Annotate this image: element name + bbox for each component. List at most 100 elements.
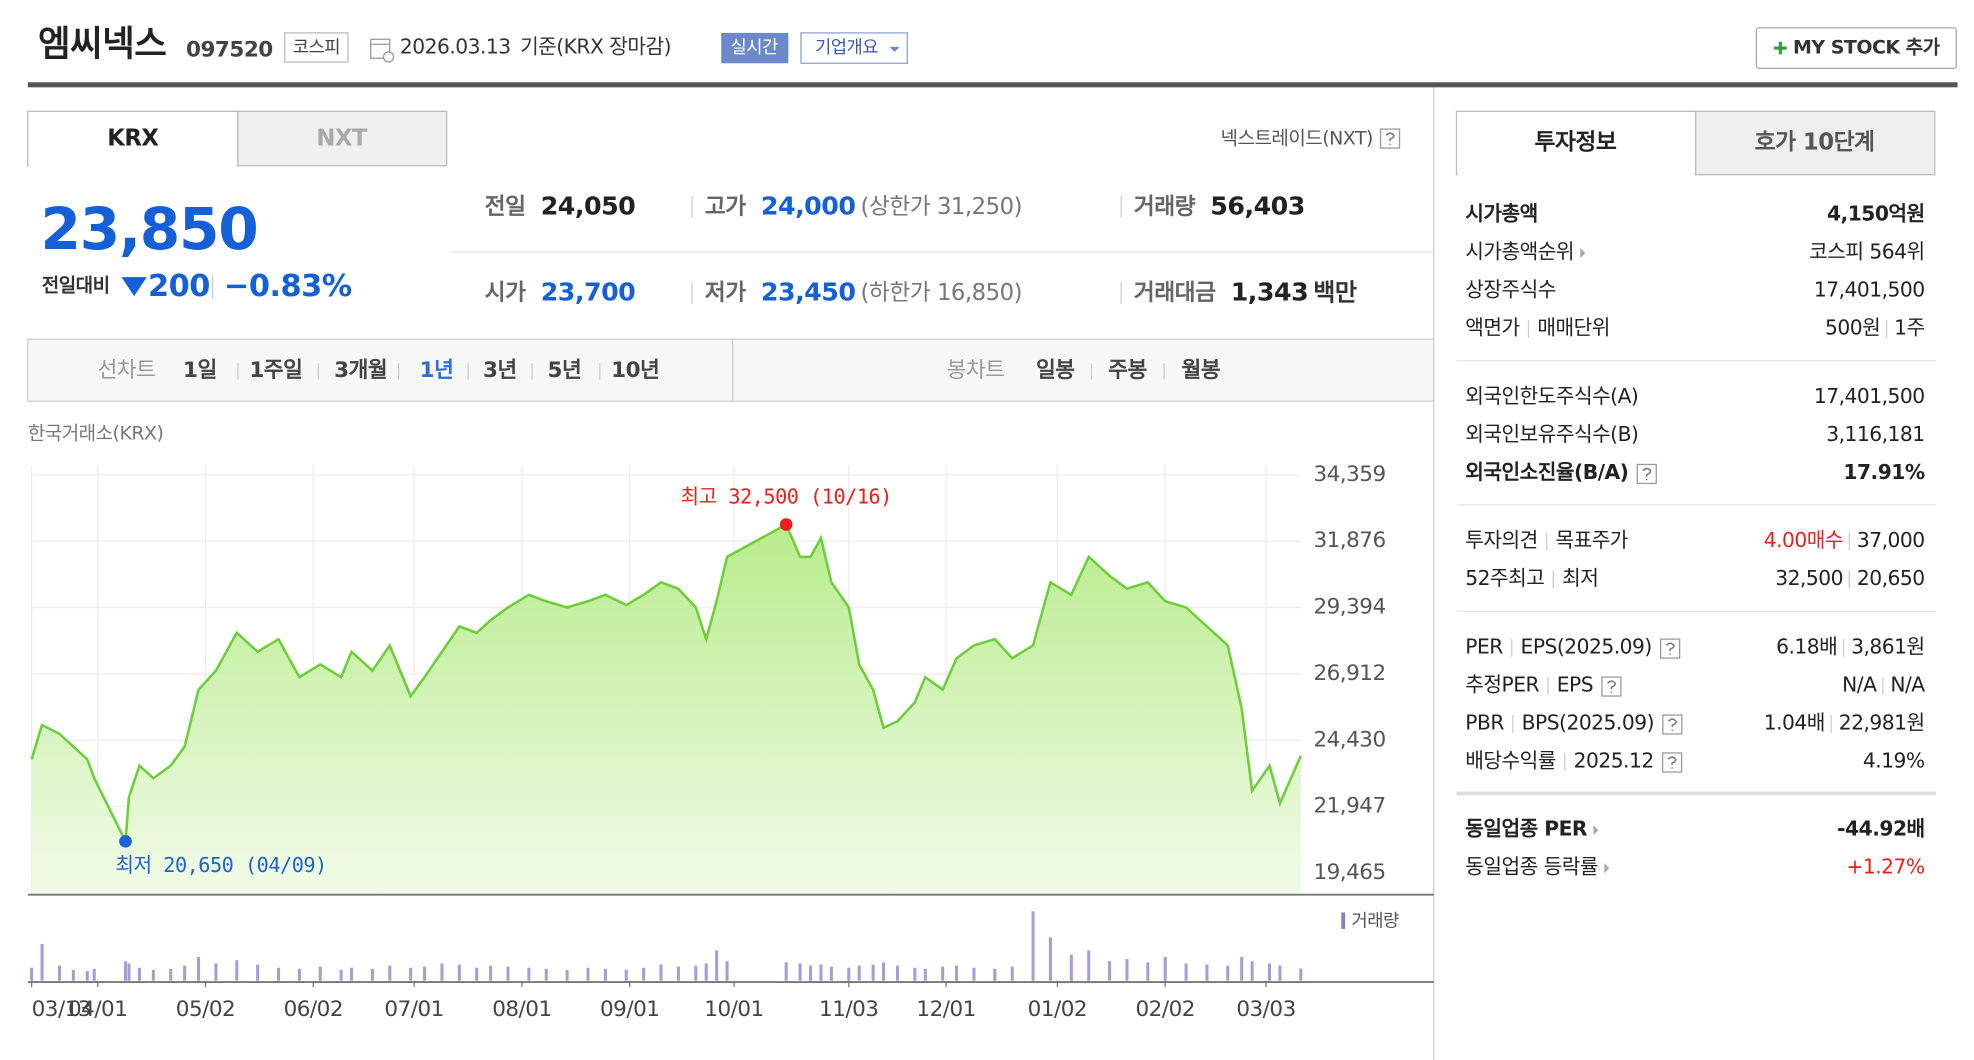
period-tab[interactable]: 1주일	[249, 358, 303, 383]
info-label: 최저	[1562, 566, 1598, 590]
info-label: 배당수익률	[1465, 748, 1556, 772]
x-tick-label: 06/02	[284, 997, 343, 1022]
plus-icon	[1774, 41, 1787, 55]
info-label: 동일업종 PER	[1465, 817, 1588, 841]
volume-bar	[40, 943, 44, 981]
down-triangle	[121, 277, 147, 297]
dropdown-arrow	[889, 46, 900, 52]
volume-bar	[1205, 964, 1209, 981]
price-area	[31, 524, 1301, 894]
candle-period-tab[interactable]: 주봉	[1108, 358, 1148, 383]
volume-bar	[544, 968, 548, 981]
volume-bar	[829, 966, 833, 981]
volume-bar	[339, 969, 343, 981]
info-icon	[1379, 128, 1401, 149]
period-tab[interactable]: 1일	[183, 358, 217, 383]
info-value: +1.27%	[1846, 855, 1924, 879]
volume-bar	[913, 967, 917, 981]
info-label: 추정PER	[1465, 672, 1539, 696]
info-label: 외국인보유주식수(B)	[1465, 422, 1638, 446]
info-label: 외국인소진율(B/A)	[1465, 460, 1628, 484]
volume-bar	[527, 967, 531, 981]
x-tick-label: 11/03	[819, 997, 878, 1022]
stat-value: 23,700	[541, 278, 636, 307]
volume-bar	[440, 963, 444, 981]
volume-bar	[1125, 959, 1129, 981]
info-value: 1.04배	[1764, 710, 1825, 734]
volume-bar	[57, 965, 61, 981]
volume-bar	[725, 961, 729, 981]
market-tab-label[interactable]: NXT	[316, 126, 368, 152]
volume-bar	[1048, 937, 1052, 981]
mystock[interactable]: MY STOCK 추가	[1793, 37, 1941, 59]
mystock-button[interactable]	[1755, 27, 1957, 69]
x-tick-label: 07/01	[384, 997, 443, 1022]
volume-bar	[137, 967, 141, 981]
stat-value: 1,343	[1231, 278, 1308, 307]
volume-bar	[1299, 968, 1303, 981]
y-tick-label: 31,876	[1313, 528, 1385, 553]
volume-bar	[1278, 965, 1282, 981]
volume-bar	[586, 967, 590, 981]
volume-bar	[1184, 963, 1188, 981]
info-icon-mark	[1667, 756, 1677, 769]
tab-nxt[interactable]	[237, 110, 448, 167]
nxt-link[interactable]: 넥스트레이드(NXT)	[1221, 128, 1374, 150]
period-tab[interactable]: 10년	[611, 358, 660, 383]
x-tick-label: 09/01	[600, 997, 659, 1022]
volume-bar	[1108, 961, 1112, 981]
volume-bar	[276, 967, 281, 981]
volume-bar	[784, 962, 788, 981]
y-tick-label: 21,947	[1313, 794, 1385, 819]
info-value: 1주	[1894, 316, 1924, 340]
info-label: 상장주식수	[1465, 278, 1556, 302]
x-tick-label: 05/02	[176, 997, 235, 1022]
volume-bar	[642, 967, 646, 981]
volume-bar	[1069, 954, 1073, 981]
company-button[interactable]	[800, 32, 908, 64]
info-label: 시가총액	[1465, 202, 1537, 226]
x-tick-label: 08/01	[492, 997, 551, 1022]
period-tab[interactable]: 3년	[483, 358, 517, 383]
stat-note: (하한가 16,850)	[861, 280, 1022, 306]
header-rule	[27, 82, 1958, 88]
y-tick-label: 26,912	[1313, 661, 1385, 686]
info-label: 외국인한도주식수(A)	[1465, 384, 1638, 408]
info-value: 37,000	[1857, 528, 1925, 552]
volume-bar	[318, 966, 322, 981]
volume-bar	[423, 966, 427, 981]
volume-bar	[676, 966, 680, 981]
info-label: BPS(2025.09)	[1522, 710, 1654, 734]
volume-bar	[565, 969, 569, 981]
period-tab[interactable]: 1년	[420, 358, 454, 383]
volume-bar	[169, 968, 173, 981]
period-tab[interactable]: 3개월	[334, 358, 388, 383]
side-tab-active[interactable]	[1455, 110, 1697, 176]
volume-bar	[506, 966, 510, 981]
market-tab-label[interactable]: KRX	[107, 126, 160, 152]
volume-bar	[694, 965, 698, 981]
x-tick-label: 12/01	[916, 997, 975, 1022]
side-tab[interactable]	[1694, 110, 1936, 176]
info-value: 17,401,500	[1814, 384, 1925, 408]
change-pct: −0.83%	[224, 269, 352, 304]
x-tick-label: 01/02	[1028, 997, 1087, 1022]
period-tab[interactable]: 5년	[547, 358, 581, 383]
volume-bar	[350, 967, 354, 981]
calendar-icon	[370, 38, 395, 63]
info-label: 매매단위	[1537, 316, 1609, 340]
info-value: -44.92배	[1837, 817, 1924, 841]
volume-bar	[798, 963, 802, 981]
side-tab-label[interactable]: 호가 10단계	[1755, 130, 1875, 156]
info-label: 투자의견	[1465, 528, 1537, 552]
realtime: 실시간	[730, 37, 778, 58]
candle-chart-label: 봉차트	[947, 358, 1005, 383]
candle-period-tab[interactable]: 일봉	[1036, 358, 1076, 383]
volume-bar	[457, 964, 461, 981]
info-label: PBR	[1465, 710, 1504, 734]
y-tick-label: 34,359	[1313, 462, 1385, 487]
side-tab-label[interactable]: 투자정보	[1535, 130, 1618, 156]
info-value: N/A	[1842, 672, 1877, 696]
volume-bar	[297, 968, 301, 981]
candle-period-tab[interactable]: 월봉	[1182, 358, 1222, 383]
